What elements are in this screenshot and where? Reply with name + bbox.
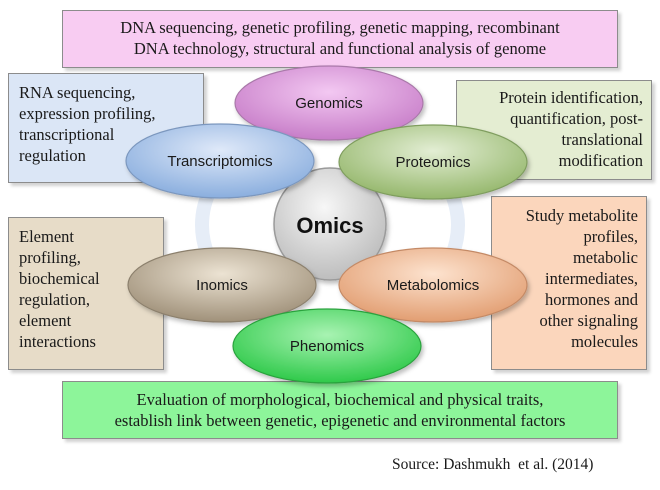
metabolomics-description-line: molecules bbox=[571, 332, 638, 351]
inomics-description-line: interactions bbox=[19, 332, 96, 351]
metabolomics-description-line: metabolic bbox=[572, 248, 638, 267]
phenomics-description-line: Evaluation of morphological, biochemical… bbox=[136, 390, 544, 409]
proteomics-label: Proteomics bbox=[395, 154, 470, 171]
transcriptomics-description-line: expression profiling, bbox=[19, 104, 156, 123]
genomics-description-line: DNA technology, structural and functiona… bbox=[133, 39, 547, 58]
inomics-description-line: biochemical bbox=[19, 269, 100, 288]
transcriptomics-description-line: transcriptional bbox=[19, 125, 115, 144]
inomics-description-line: Element bbox=[19, 227, 74, 246]
metabolomics-description-line: profiles, bbox=[583, 227, 638, 246]
transcriptomics-description-line: RNA sequencing, bbox=[19, 83, 136, 102]
genomics-description-box: DNA sequencing, genetic profiling, genet… bbox=[62, 10, 618, 68]
inomics-description-line: profiling, bbox=[19, 248, 81, 267]
metabolomics-node bbox=[338, 247, 528, 323]
metabolomics-description-line: Study metabolite bbox=[525, 206, 638, 225]
source-citation: Source: Dashmukh et al. (2014) bbox=[392, 456, 594, 473]
transcriptomics-description-line: regulation bbox=[19, 146, 86, 165]
omics-center-label: Omics bbox=[296, 213, 363, 238]
proteomics-description-line: Protein identification, bbox=[499, 88, 643, 107]
phenomics-label: Phenomics bbox=[290, 338, 364, 355]
transcriptomics-label: Transcriptomics bbox=[167, 153, 272, 170]
metabolomics-description-line: hormones and bbox=[544, 290, 638, 309]
inomics-description-line: element bbox=[19, 311, 72, 330]
proteomics-description-line: quantification, post- bbox=[510, 109, 643, 128]
inomics-label: Inomics bbox=[196, 277, 248, 294]
metabolomics-label: Metabolomics bbox=[387, 277, 480, 294]
proteomics-description-line: modification bbox=[558, 151, 643, 170]
inomics-node bbox=[127, 247, 317, 323]
genomics-description-line: DNA sequencing, genetic profiling, genet… bbox=[120, 18, 560, 37]
metabolomics-description-line: other signaling bbox=[539, 311, 638, 330]
phenomics-description-box: Evaluation of morphological, biochemical… bbox=[62, 381, 618, 439]
metabolomics-description-line: intermediates, bbox=[544, 269, 638, 288]
omics-center-node bbox=[273, 167, 387, 281]
proteomics-description-line: translational bbox=[561, 130, 643, 149]
phenomics-description-line: establish link between genetic, epigenet… bbox=[114, 411, 566, 430]
genomics-label: Genomics bbox=[295, 95, 363, 112]
phenomics-node bbox=[232, 308, 422, 384]
genomics-node bbox=[234, 65, 424, 141]
transcriptomics-node bbox=[125, 123, 315, 199]
inomics-description-line: regulation, bbox=[19, 290, 91, 309]
proteomics-node bbox=[338, 124, 528, 200]
